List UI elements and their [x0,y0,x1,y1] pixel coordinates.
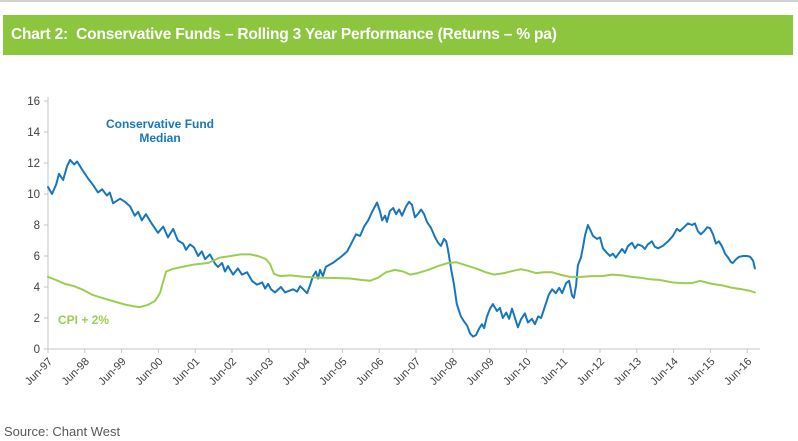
x-axis-tick-label: Jun-14 [648,356,680,388]
y-axis-tick-label: 6 [34,251,40,263]
x-axis-tick-label: Jun-97 [23,356,55,388]
chart-title: Chart 2: Conservative Funds – Rolling 3 … [11,26,557,43]
y-axis-tick-label: 2 [34,313,40,325]
x-axis-tick-label: Jun-13 [612,356,644,388]
x-axis-tick-label: Jun-16 [722,356,754,388]
x-axis-tick-label: Jun-00 [133,356,165,388]
x-axis-tick-label: Jun-15 [685,356,717,388]
y-axis-tick-label: 14 [27,127,40,139]
x-axis-tick-label: Jun-05 [317,356,349,388]
x-axis-tick-label: Jun-06 [354,356,386,388]
y-axis-tick-label: 0 [34,344,40,356]
x-axis-tick-label: Jun-12 [575,356,607,388]
y-axis-tick-label: 10 [27,189,40,201]
x-axis-tick-label: Jun-99 [96,356,128,388]
x-axis-tick-label: Jun-98 [60,356,92,388]
x-axis-tick-label: Jun-01 [170,356,202,388]
y-axis-tick-label: 4 [34,282,41,294]
chart-title-bar: Chart 2: Conservative Funds – Rolling 3 … [3,15,793,55]
x-axis-tick-label: Jun-04 [280,356,312,388]
x-axis-tick-label: Jun-10 [501,356,533,388]
x-axis-tick-label: Jun-03 [244,356,276,388]
y-axis-tick-label: 8 [34,220,40,232]
x-axis-tick-label: Jun-02 [207,356,239,388]
legend-label-conservative-fund-median: Conservative Fund Median [105,117,215,145]
source-note: Source: Chant West [4,424,121,439]
y-axis-tick-label: 12 [27,158,40,170]
x-axis-tick-label: Jun-07 [391,356,423,388]
x-axis-tick-label: Jun-08 [428,356,460,388]
conservative-fund-median-line [47,158,756,338]
legend-label-cpi-plus-2: CPI + 2% [58,313,110,327]
x-axis-tick-label: Jun-09 [464,356,496,388]
x-axis-tick-label: Jun-11 [539,356,571,388]
cpi-plus-2-line [47,253,756,309]
y-axis-tick-label: 16 [27,96,40,108]
